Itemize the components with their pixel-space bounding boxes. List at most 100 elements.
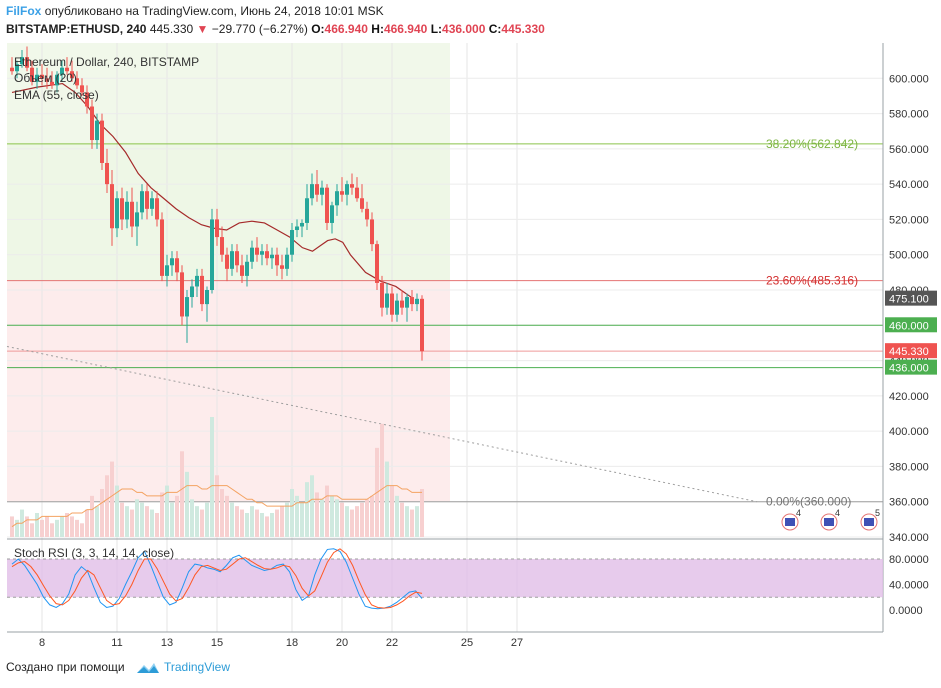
price-tick-label: 500.000: [889, 250, 929, 262]
candle-body: [100, 120, 104, 163]
volume-bar: [60, 516, 64, 537]
candle-body: [40, 74, 44, 79]
volume-bar: [350, 509, 354, 537]
price-badge-label: 436.000: [889, 363, 929, 375]
publish-line: FilFox опубликовано на TradingView.com, …: [6, 4, 384, 18]
candle-body: [270, 254, 274, 259]
main-legend[interactable]: Ethereum / Dollar, 240, BITSTAMP: [14, 55, 200, 69]
time-tick-label: 22: [386, 637, 398, 649]
volume-bar: [185, 471, 189, 537]
candle-body: [395, 300, 399, 315]
volume-bar: [265, 516, 269, 537]
price-tick-label: 520.000: [889, 214, 929, 226]
stoch-tick-label: 0.0000: [889, 605, 923, 617]
low-label: L:: [430, 22, 443, 36]
volume-bar: [395, 495, 399, 537]
candle-body: [150, 198, 154, 209]
volume-bar: [290, 489, 294, 537]
volume-bar: [145, 506, 149, 537]
us-flag-icon: [785, 518, 795, 526]
volume-legend[interactable]: Объем (20): [14, 71, 77, 85]
volume-bar: [335, 499, 339, 537]
candle-body: [285, 254, 289, 269]
time-tick-label: 20: [336, 637, 348, 649]
volume-bar: [90, 495, 94, 537]
candle-body: [80, 85, 84, 93]
candle-body: [15, 64, 19, 72]
candle-body: [210, 219, 214, 290]
candle-body: [125, 201, 129, 220]
price-badge-label: 445.330: [889, 346, 929, 358]
volume-bar: [320, 499, 324, 537]
stoch-legend[interactable]: Stoch RSI (3, 3, 14, 14, close): [14, 546, 175, 560]
volume-ma-line: [11, 485, 422, 528]
candle-body: [350, 184, 354, 188]
candle-body: [35, 74, 39, 82]
volume-bar: [30, 523, 34, 537]
tradingview-brand[interactable]: TradingView: [163, 660, 231, 674]
candle-body: [105, 162, 109, 185]
volume-bar: [360, 502, 364, 537]
ema-legend[interactable]: EMA (55, close): [14, 88, 99, 102]
volume-bar: [65, 513, 69, 537]
candle-body: [360, 198, 364, 209]
volume-bar: [55, 519, 59, 537]
candle-body: [155, 198, 159, 220]
volume-bar: [225, 495, 229, 537]
volume-bar: [70, 516, 74, 537]
author-name[interactable]: FilFox: [6, 4, 42, 18]
candle-body: [335, 191, 339, 206]
price-tick-label: 560.000: [889, 144, 929, 156]
fib-zone-top: [7, 43, 450, 144]
volume-bar: [235, 506, 239, 537]
time-tick-label: 13: [161, 637, 173, 649]
time-tick-label: 8: [39, 637, 45, 649]
candle-body: [330, 205, 334, 223]
candle-body: [220, 237, 224, 255]
fib-label: 23.60%(485.316): [766, 274, 858, 288]
volume-bar: [415, 506, 419, 537]
tradingview-logo-icon: [136, 662, 159, 673]
volume-bar: [130, 509, 134, 537]
candle-body: [280, 265, 284, 269]
candle-body: [235, 251, 239, 266]
volume-bar: [270, 513, 274, 537]
candle-body: [25, 57, 29, 68]
volume-bar: [110, 461, 114, 537]
price-tick-label: 580.000: [889, 109, 929, 121]
candle-body: [310, 184, 314, 199]
candle-body: [340, 191, 344, 195]
candle-body: [170, 258, 174, 266]
time-tick-label: 18: [286, 637, 298, 649]
volume-bar: [255, 509, 259, 537]
candle-body: [185, 297, 189, 317]
volume-bar: [390, 485, 394, 537]
volume-bar: [330, 495, 334, 537]
high-value: 466.940: [383, 22, 428, 36]
event-count: 4: [835, 508, 840, 518]
volume-bar: [275, 509, 279, 537]
fib-label: 0.00%(360.000): [766, 495, 851, 509]
candle-body: [325, 187, 329, 223]
volume-bar: [315, 492, 319, 537]
volume-bar: [40, 519, 44, 537]
volume-bar: [160, 492, 164, 537]
volume-bar: [115, 485, 119, 537]
candle-body: [175, 258, 179, 273]
price-tick-label: 400.000: [889, 426, 929, 438]
fib-label: 38.20%(562.842): [766, 137, 858, 151]
candle-body: [160, 219, 164, 276]
time-tick-label: 27: [511, 637, 523, 649]
stoch-tick-label: 40.0000: [889, 580, 929, 592]
candle-body: [10, 67, 14, 72]
candle-body: [260, 251, 264, 255]
price-tick-label: 380.000: [889, 461, 929, 473]
candle-body: [55, 74, 59, 86]
volume-bar: [305, 482, 309, 537]
volume-bar: [155, 513, 159, 537]
volume-bar: [85, 509, 89, 537]
volume-bar: [340, 502, 344, 537]
volume-bar: [280, 506, 284, 537]
candle-body: [120, 198, 124, 220]
